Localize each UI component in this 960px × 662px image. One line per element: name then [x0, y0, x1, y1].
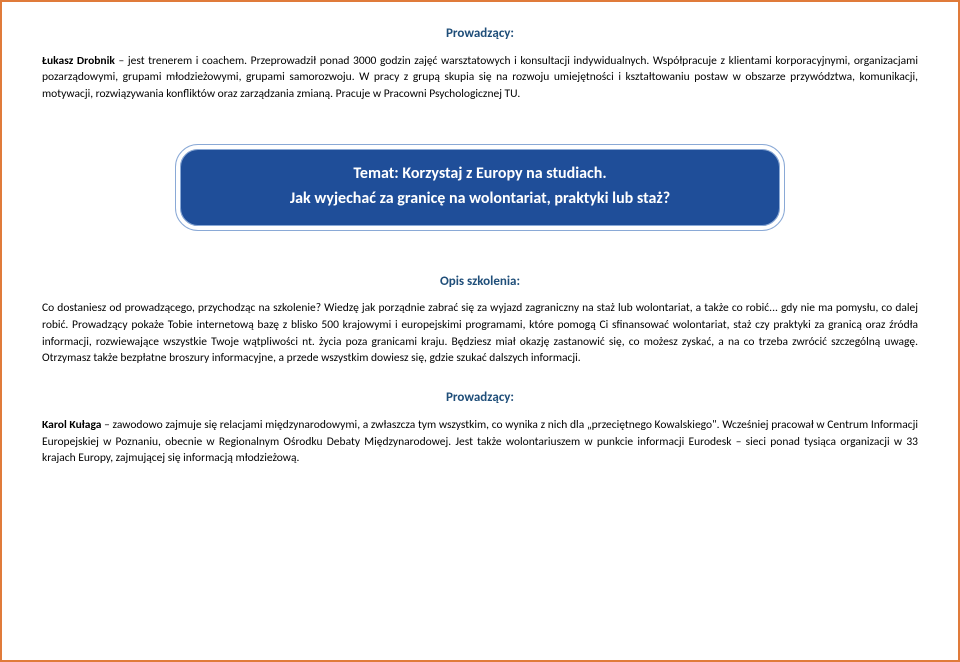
- training-desc-heading: Opis szkolenia:: [42, 274, 918, 289]
- presenter-bio-1: Łukasz Drobnik – jest trenerem i coachem…: [42, 53, 918, 103]
- document-page: Prowadzący: Łukasz Drobnik – jest trener…: [0, 0, 960, 662]
- presenter-name-1: Łukasz Drobnik: [42, 54, 115, 68]
- topic-banner: Temat: Korzystaj z Europy na studiach. J…: [176, 145, 784, 230]
- presenter-heading-2: Prowadzący:: [42, 390, 918, 405]
- presenter-name-2: Karol Kułaga: [42, 418, 101, 432]
- presenter-heading-1: Prowadzący:: [42, 26, 918, 41]
- banner-title: Temat: Korzystaj z Europy na studiach.: [200, 161, 760, 187]
- presenter-bio-text-1: – jest trenerem i coachem. Przeprowadził…: [42, 54, 918, 101]
- banner-subtitle: Jak wyjechać za granicę na wolontariat, …: [200, 186, 760, 212]
- training-desc-text: Co dostaniesz od prowadzącego, przychodz…: [42, 300, 918, 367]
- presenter-bio-text-2: – zawodowo zajmuje się relacjami międzyn…: [42, 418, 918, 465]
- presenter-bio-2: Karol Kułaga – zawodowo zajmuje się rela…: [42, 417, 918, 467]
